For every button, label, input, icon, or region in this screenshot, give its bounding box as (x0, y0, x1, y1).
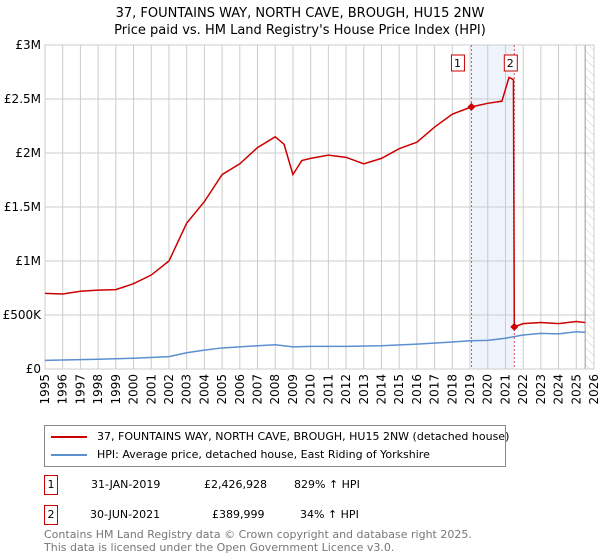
sale-point (467, 102, 476, 111)
x-tick-label: 2001 (144, 374, 158, 405)
chart-title: 37, FOUNTAINS WAY, NORTH CAVE, BROUGH, H… (115, 6, 485, 21)
legend-label-hpi: HPI: Average price, detached house, East… (97, 448, 430, 461)
x-tick-label: 2022 (516, 374, 530, 405)
transaction-delta: 34% ↑ HPI (300, 508, 359, 521)
transaction-date: 30-JUN-2021 (90, 508, 161, 521)
y-tick-label: £500K (3, 308, 43, 322)
x-tick-label: 2004 (197, 374, 211, 405)
price-chart: 1995 1996 1997 1998 1999 2000 2001 2002 2003 2004… (3, 38, 600, 405)
x-tick-label: 2018 (445, 374, 459, 405)
chart-subtitle: Price paid vs. HM Land Registry's House … (114, 23, 486, 38)
x-tick-label: 2000 (127, 374, 141, 405)
x-tick-label: 2009 (286, 374, 300, 405)
footer-line-1: Contains HM Land Registry data © Crown c… (44, 528, 472, 541)
x-tick-label: 2016 (410, 374, 424, 405)
transaction-delta: 829% ↑ HPI (294, 478, 360, 491)
x-tick-label: 2026 (587, 374, 600, 405)
y-tick-label: £2.5M (4, 92, 41, 106)
x-tick-label: 1997 (73, 374, 87, 405)
x-tick-label: 2002 (162, 374, 176, 405)
y-tick-label: £2M (15, 146, 41, 160)
plot-frame (44, 44, 595, 370)
y-tick-label: £0 (26, 362, 41, 376)
legend-label-property: 37, FOUNTAINS WAY, NORTH CAVE, BROUGH, H… (97, 430, 510, 443)
legend-item-property: 37, FOUNTAINS WAY, NORTH CAVE, BROUGH, H… (51, 430, 509, 443)
x-tick-label: 1998 (91, 374, 105, 405)
x-tick-label: 2011 (321, 374, 335, 405)
x-tick-label: 2017 (428, 374, 442, 405)
sale-point (510, 322, 519, 331)
x-tick-label: 2010 (304, 374, 318, 405)
x-tick-label: 2007 (251, 374, 265, 405)
footer-line-2: This data is licensed under the Open Gov… (44, 541, 395, 554)
x-tick-label: 2024 (552, 374, 566, 405)
transaction-price: £389,999 (212, 508, 265, 521)
sale-label-box (450, 54, 465, 72)
legend-item-hpi: HPI: Average price, detached house, East… (51, 448, 430, 461)
x-tick-label: 2020 (481, 374, 495, 405)
x-tick-label: 2008 (268, 374, 282, 405)
x-tick-label: 2021 (498, 374, 512, 405)
x-tick-label: 2006 (233, 374, 247, 405)
sale-label: 2 (507, 57, 514, 70)
x-tick-label: 2005 (215, 374, 229, 405)
legend: 37, FOUNTAINS WAY, NORTH CAVE, BROUGH, H… (44, 425, 509, 467)
transaction-badge: 2 (44, 505, 58, 525)
y-tick-label: £1.5M (4, 200, 41, 214)
footer: Contains HM Land Registry data © Crown c… (44, 528, 472, 554)
x-tick-label: 2025 (569, 374, 583, 405)
transaction-badge: 1 (44, 475, 58, 495)
x-tick-label: 1995 (38, 374, 52, 405)
x-tick-label: 2015 (392, 374, 406, 405)
transaction-date: 31-JAN-2019 (91, 478, 161, 491)
property-price-line (44, 76, 586, 328)
x-tick-label: 2012 (339, 374, 353, 405)
transaction-price: £2,426,928 (204, 478, 267, 491)
x-tick-label: 2023 (534, 374, 548, 405)
x-tick-label: 2013 (357, 374, 371, 405)
legend-swatch-property (51, 435, 87, 438)
x-tick-label: 1999 (109, 374, 123, 405)
x-tick-label: 1996 (56, 374, 70, 405)
sale-label-box (503, 54, 518, 72)
x-tick-label: 2003 (180, 374, 194, 405)
hpi-line (44, 330, 586, 362)
sale-label: 1 (454, 57, 461, 70)
y-tick-label: £1M (15, 254, 41, 268)
x-tick-label: 2019 (463, 374, 477, 405)
y-tick-label: £3M (15, 38, 41, 52)
x-tick-label: 2014 (374, 374, 388, 405)
legend-swatch-hpi (51, 453, 87, 456)
